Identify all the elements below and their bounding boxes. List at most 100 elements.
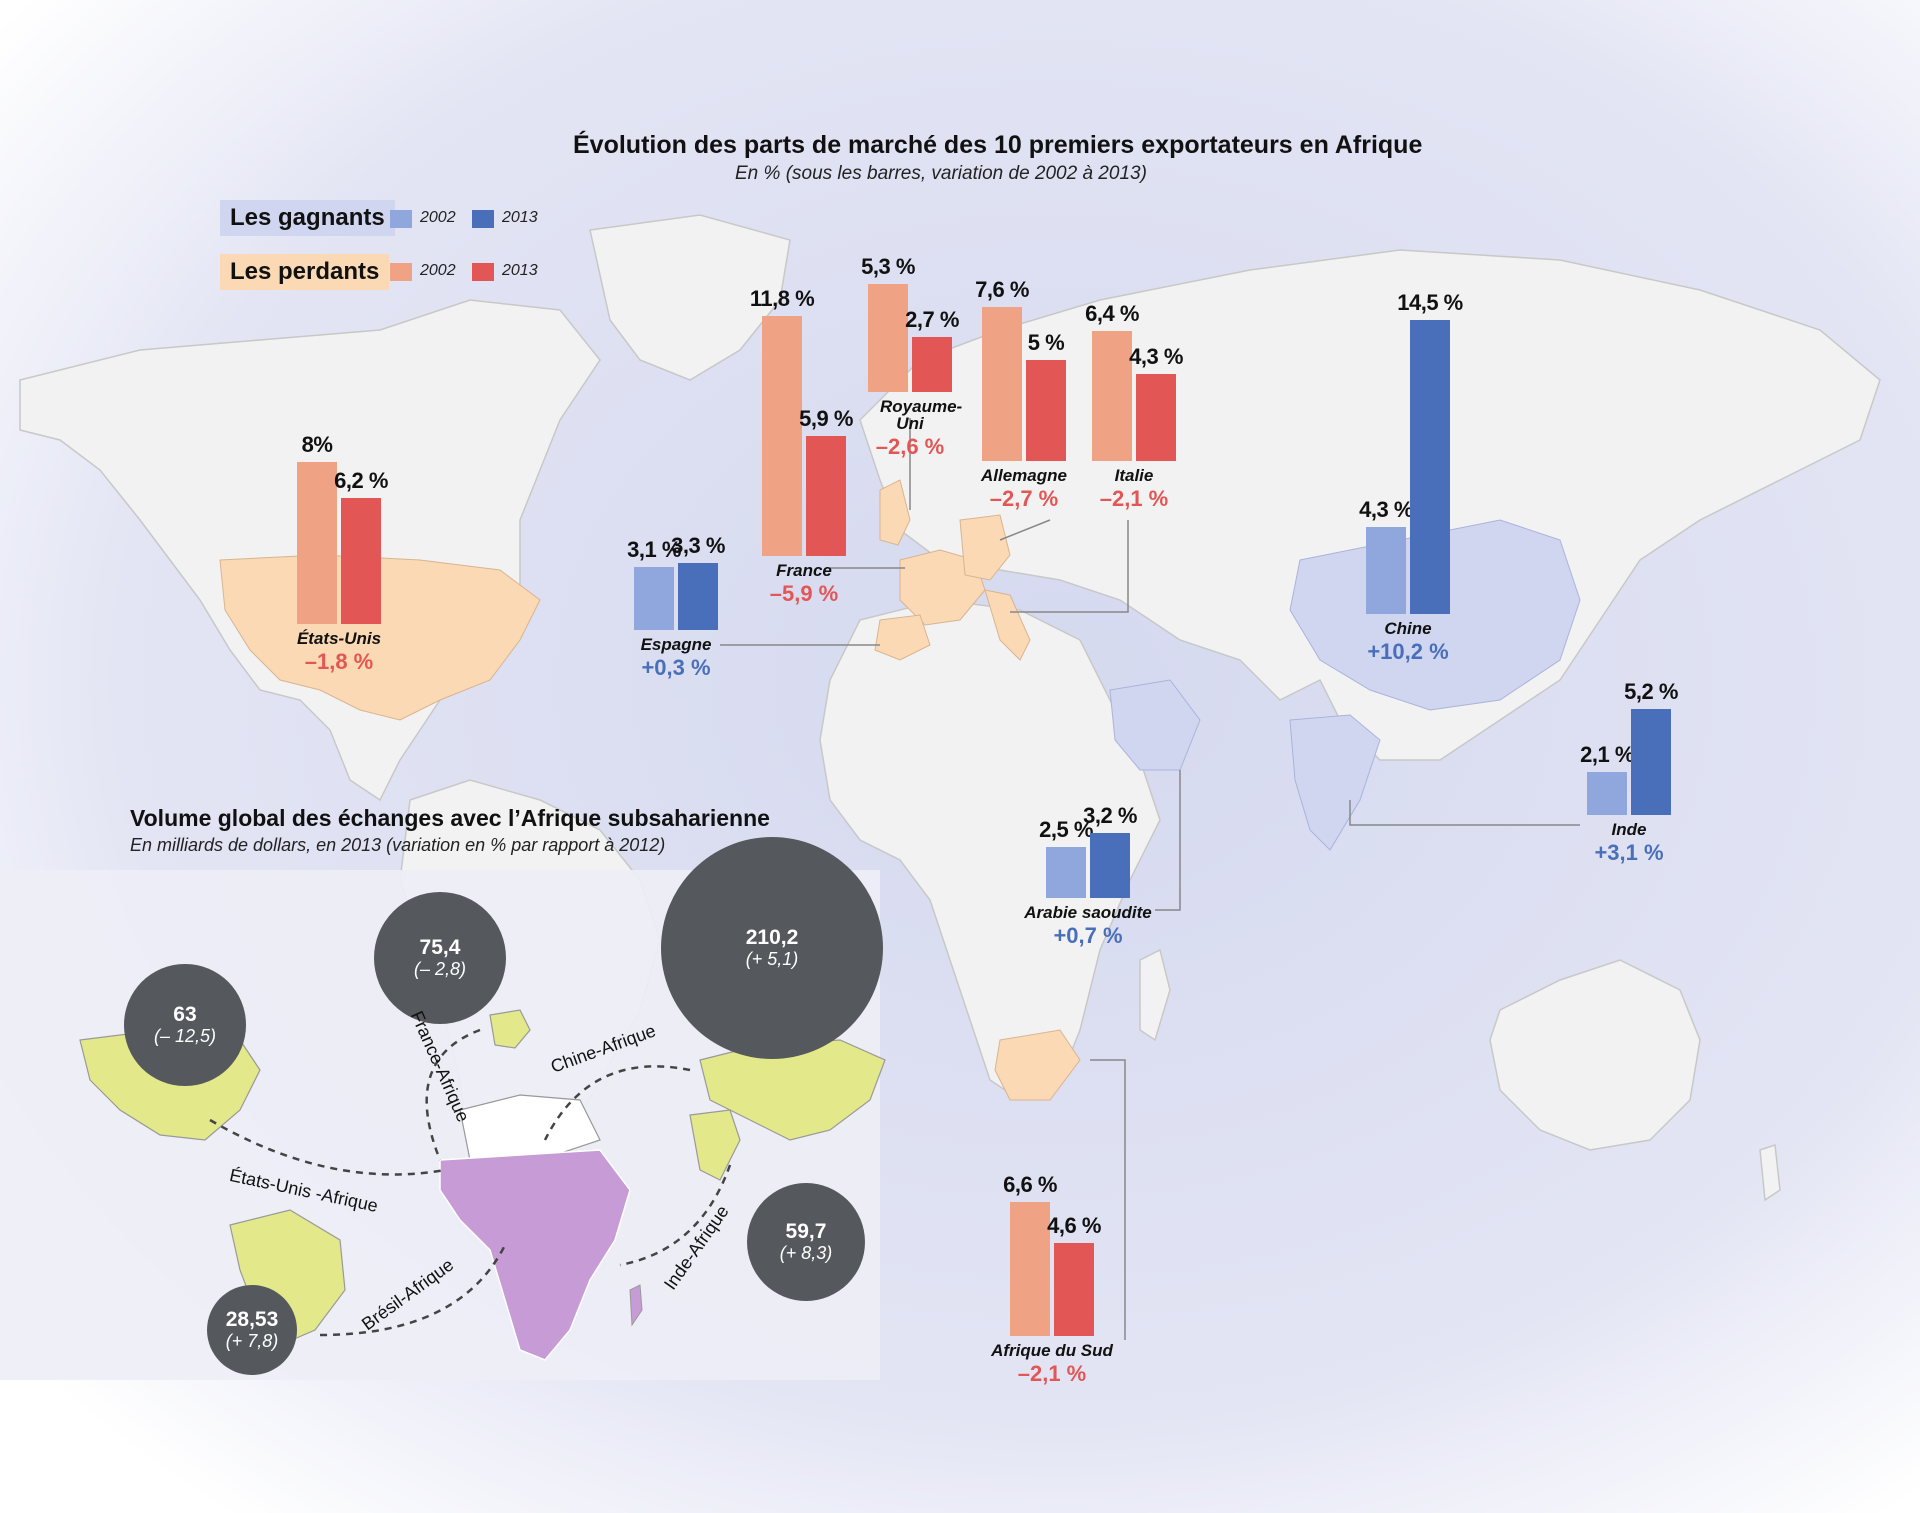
- value-label-inde-2002: 2,1 %: [1580, 742, 1634, 768]
- bar-chine-2002: [1366, 526, 1406, 614]
- value-label-chine-2013: 14,5 %: [1397, 289, 1463, 315]
- top-chart-title: Évolution des parts de marché des 10 pre…: [573, 131, 1423, 159]
- bar-italie-2002: [1092, 331, 1132, 461]
- top-chart-subtitle: En % (sous les barres, variation de 2002…: [735, 163, 1147, 184]
- value-label-espagne-2013: 3,3 %: [671, 533, 725, 558]
- value-label-allemagne-2013: 5 %: [1027, 329, 1065, 355]
- country-name-italie: Italie: [1114, 466, 1154, 485]
- inset-india: [689, 1109, 741, 1181]
- change-label-espagne: +0,3 %: [641, 655, 711, 680]
- madagascar: [1139, 948, 1171, 1042]
- saudi-leader: [1155, 770, 1181, 911]
- south-africa-shape: [994, 1029, 1081, 1101]
- trade-routes: [209, 1028, 732, 1337]
- legend-losers: Les perdants: [220, 254, 390, 290]
- legend-winner-2002-swatch: [390, 210, 412, 228]
- country-name-royaume-uni: Royaume-Uni: [880, 397, 963, 433]
- country-name-espagne: Espagne: [640, 635, 712, 654]
- change-label-royaume-uni: –2,6 %: [875, 434, 945, 459]
- value-label-arabie-saoudite-2002: 2,5 %: [1039, 817, 1093, 843]
- legend-loser-2002-swatch: [390, 263, 412, 281]
- trade-bubble-change-france: (– 2,8): [413, 958, 466, 979]
- country-name-inde: Inde: [1611, 820, 1647, 839]
- trade-bubble-value-france: 75,4: [419, 935, 461, 959]
- trade-bubble-change-etats-unis: (– 12,5): [153, 1025, 216, 1046]
- leader-lines: [720, 418, 1580, 1340]
- country-name-etats-unis: États-Unis: [296, 629, 382, 648]
- legend-winner-2013-label: 2013: [502, 209, 538, 226]
- inset-subsaharan-africa: [439, 1149, 631, 1361]
- bar-allemagne-2002: [982, 306, 1022, 461]
- route-india-africa-arc: [619, 1164, 732, 1267]
- bar-arabie-saoudite-2013: [1090, 833, 1130, 898]
- trade-bubble-change-bresil: (+ 7,8): [225, 1331, 279, 1351]
- value-label-royaume-uni-2002: 5,3 %: [861, 254, 915, 280]
- italy-leader: [1010, 520, 1129, 613]
- country-name-allemagne: Allemagne: [981, 466, 1067, 485]
- trade-bubble-bresil: 28,53 (+ 7,8): [207, 1285, 297, 1375]
- china-shape: [1289, 519, 1581, 711]
- country-name-arabie-saoudite: Arabie saoudite: [1024, 903, 1152, 922]
- bar-italie-2013: [1136, 373, 1176, 461]
- bar-etats-unis-2013: [341, 498, 381, 624]
- value-label-arabie-saoudite-2013: 3,2 %: [1083, 803, 1137, 829]
- change-label-allemagne: –2,7 %: [989, 486, 1059, 511]
- trade-bubble-value-chine: 210,2: [745, 926, 799, 949]
- bar-etats-unis-2002: [297, 461, 337, 624]
- bar-arabie-saoudite-2002: [1046, 847, 1086, 898]
- trade-chart-title: Volume global des échanges avec l’Afriqu…: [130, 805, 770, 831]
- value-label-france-2013: 5,9 %: [799, 406, 853, 432]
- legend-winners: Les gagnants: [220, 200, 395, 236]
- value-label-afrique-du-sud-2002: 6,6 %: [1003, 1172, 1057, 1198]
- value-label-etats-unis-2013: 6,2 %: [334, 468, 388, 494]
- trade-bubble-value-bresil: 28,53: [225, 1308, 279, 1331]
- country-name-chine: Chine: [1384, 619, 1432, 638]
- germany-shape: [959, 514, 1011, 581]
- legend-loser-2013-label: 2013: [502, 262, 538, 279]
- change-label-chine: +10,2 %: [1367, 639, 1449, 664]
- australia: [1489, 959, 1701, 1151]
- trade-bubble-chine: 210,2 (+ 5,1): [661, 837, 883, 1059]
- value-label-espagne-2002: 3,1 %: [627, 537, 681, 563]
- bar-france-2002: [762, 316, 802, 556]
- bar-inde-2002: [1587, 772, 1627, 815]
- italy-shape: [984, 589, 1031, 661]
- france-shape: [899, 549, 986, 626]
- country-name-afrique-du-sud: Afrique du Sud: [991, 1341, 1113, 1360]
- trade-bubble-value-etats-unis: 63: [173, 1002, 197, 1026]
- bar-espagne-2013: [678, 563, 718, 630]
- trade-bubble-change-chine: (+ 5,1): [745, 949, 799, 969]
- value-label-afrique-du-sud-2013: 4,6 %: [1047, 1212, 1101, 1238]
- change-label-arabie-saoudite: +0,7 %: [1053, 923, 1123, 948]
- value-label-italie-2013: 4,3 %: [1129, 343, 1183, 369]
- bar-royaume-uni-2013: [912, 337, 952, 392]
- bar-royaume-uni-2002: [868, 284, 908, 392]
- india-shape: [1289, 714, 1381, 851]
- value-label-chine-2002: 4,3 %: [1359, 496, 1413, 522]
- change-label-etats-unis: –1,8 %: [304, 649, 374, 674]
- germany-leader: [999, 519, 1051, 541]
- bar-espagne-2002: [634, 567, 674, 630]
- trade-bubble-change-inde: (+ 8,3): [779, 1242, 833, 1263]
- south-africa-leader: [1090, 1059, 1126, 1340]
- trade-bubble-etats-unis: 63 (– 12,5): [124, 964, 246, 1086]
- value-label-france-2002: 11,8 %: [749, 286, 815, 312]
- uk-shape: [879, 479, 911, 546]
- change-label-inde: +3,1 %: [1594, 840, 1664, 865]
- value-label-italie-2002: 6,4 %: [1085, 301, 1139, 327]
- trade-bubble-france: 75,4 (– 2,8): [373, 891, 507, 1025]
- trade-bubble-inde: 59,7 (+ 8,3): [746, 1182, 866, 1302]
- value-label-allemagne-2002: 7,6 %: [975, 276, 1029, 302]
- bar-france-2013: [806, 436, 846, 556]
- value-label-inde-2013: 5,2 %: [1624, 679, 1678, 705]
- bar-afrique-du-sud-2013: [1054, 1242, 1094, 1336]
- legend-winner-2002-label: 2002: [420, 209, 456, 226]
- greenland: [589, 214, 791, 381]
- change-label-afrique-du-sud: –2,1 %: [1017, 1361, 1087, 1386]
- new-zealand: [1759, 1143, 1781, 1202]
- legend-loser-2002-label: 2002: [420, 262, 456, 279]
- legend-winner-2013-swatch: [472, 210, 494, 228]
- value-label-royaume-uni-2013: 2,7 %: [905, 307, 959, 333]
